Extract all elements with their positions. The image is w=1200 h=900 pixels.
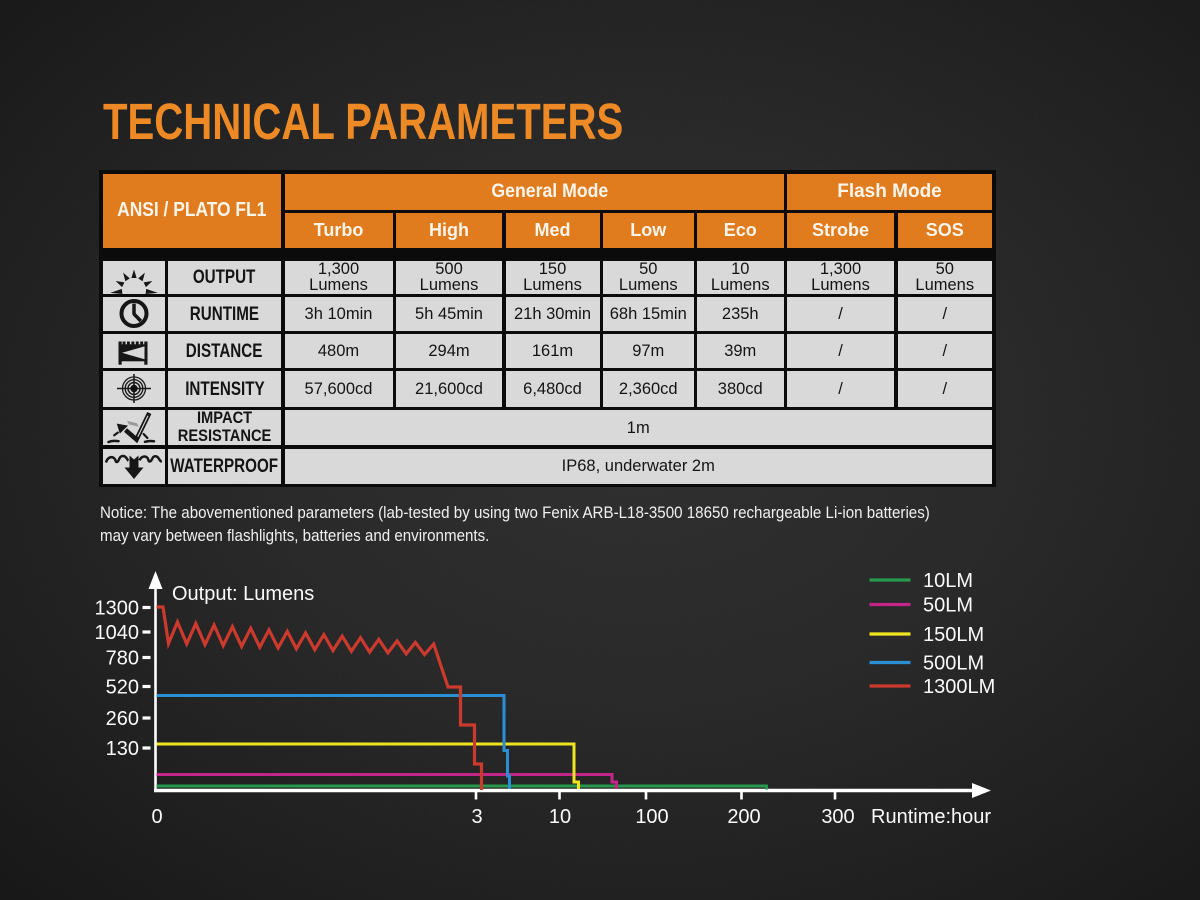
svg-text:520: 520 — [106, 677, 139, 699]
svg-text:780: 780 — [106, 648, 139, 670]
svg-text:3: 3 — [471, 806, 482, 828]
svg-text:0: 0 — [151, 806, 162, 828]
svg-text:100: 100 — [635, 806, 668, 828]
svg-text:50LM: 50LM — [923, 595, 973, 617]
svg-text:Output: Lumens: Output: Lumens — [172, 583, 314, 605]
svg-text:300: 300 — [821, 806, 854, 828]
svg-text:1300: 1300 — [95, 598, 140, 620]
svg-text:200: 200 — [727, 806, 760, 828]
svg-text:130: 130 — [106, 738, 139, 760]
svg-text:Runtime:hour: Runtime:hour — [871, 806, 991, 828]
svg-text:500LM: 500LM — [923, 653, 984, 675]
svg-text:10LM: 10LM — [923, 570, 973, 592]
svg-text:1040: 1040 — [95, 622, 140, 644]
svg-text:150LM: 150LM — [923, 624, 984, 646]
svg-text:1300LM: 1300LM — [923, 676, 995, 698]
svg-text:10: 10 — [549, 806, 571, 828]
svg-text:260: 260 — [106, 708, 139, 730]
